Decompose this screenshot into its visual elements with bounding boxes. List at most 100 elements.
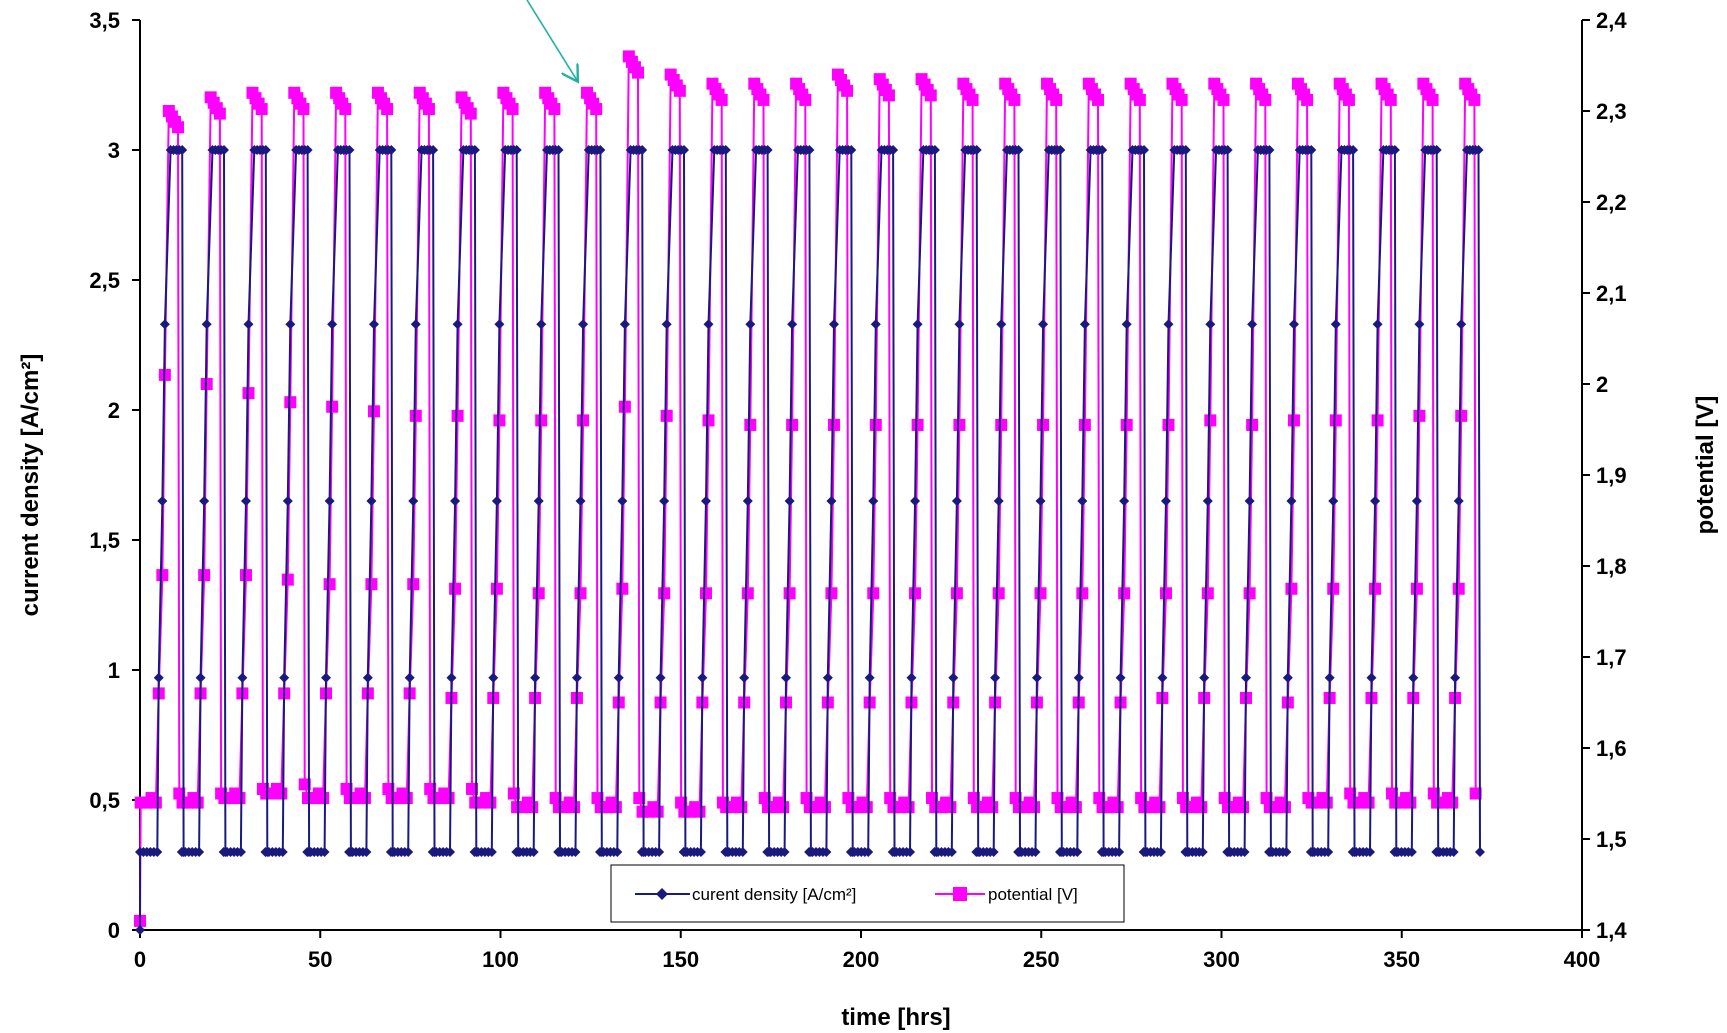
current-density-point (1055, 145, 1066, 155)
potential-point (1069, 801, 1082, 814)
potential-point (442, 792, 455, 805)
potential-point (1008, 93, 1021, 106)
current-density-point (868, 496, 879, 506)
potential-point (758, 792, 771, 805)
y-tick-label: 0 (108, 918, 120, 943)
potential-point (1176, 792, 1189, 805)
current-density-point (954, 319, 965, 330)
current-density-point (201, 319, 212, 330)
potential-point (1175, 93, 1188, 106)
potential-point (451, 409, 464, 422)
potential-point (1455, 409, 1468, 422)
current-density-point (408, 496, 419, 506)
x-tick-label: 400 (1564, 947, 1601, 972)
potential-point (1034, 587, 1047, 600)
current-density-point (1453, 496, 1464, 506)
potential-point (1204, 414, 1217, 427)
current-density-point (822, 672, 833, 683)
potential-point (233, 792, 246, 805)
current-density-point (366, 496, 377, 506)
current-density-point (1155, 847, 1166, 857)
potential-point (609, 801, 622, 814)
potential-point (298, 778, 311, 791)
potential-point (382, 782, 395, 795)
current-density-point (929, 145, 940, 155)
potential-point (909, 587, 922, 600)
current-density-point (1222, 145, 1233, 155)
potential-point (1426, 93, 1439, 106)
potential-point (953, 418, 966, 431)
potential-point (1028, 801, 1041, 814)
chart-axes: 0 50 100 150 200 250 300 350 400 0 0,5 1 1,5 2 2,5 3 3,5… (89, 8, 1627, 972)
current-density-point (1205, 319, 1216, 330)
y2-tick-label: 2,1 (1596, 281, 1627, 306)
current-density-point (695, 847, 706, 857)
current-density-point (1160, 496, 1171, 506)
potential-point (632, 66, 645, 79)
y-tick-label: 0,5 (89, 788, 120, 813)
potential-point (950, 587, 963, 600)
current-density-point (1077, 496, 1088, 506)
current-density-point (1456, 319, 1467, 330)
potential-point (699, 587, 712, 600)
current-density-point (1450, 672, 1461, 683)
potential-point (339, 103, 352, 116)
current-density-point (578, 319, 589, 330)
x-tick-label: 250 (1023, 947, 1060, 972)
current-density-point (469, 145, 480, 155)
current-density-point (1157, 672, 1168, 683)
current-density-point (488, 672, 499, 683)
y-tick-label: 1 (108, 658, 120, 683)
current-density-point (445, 847, 456, 857)
current-density-point (1372, 319, 1383, 330)
legend: curent density [A/cm²] potential [V] (610, 864, 1125, 923)
current-density-point (1030, 847, 1041, 857)
potential-point (800, 792, 813, 805)
current-density-point (368, 319, 379, 330)
potential-point (1404, 796, 1417, 809)
potential-point (827, 418, 840, 431)
current-density-point (654, 847, 665, 857)
potential-point (1320, 796, 1333, 809)
potential-point (1287, 414, 1300, 427)
current-density-point (1072, 847, 1083, 857)
current-density-series (135, 145, 1485, 935)
potential-point (422, 103, 435, 116)
legend-label-potential: potential [V] (988, 885, 1078, 904)
current-density-point (157, 496, 168, 506)
legend-label-current-density: curent density [A/cm²] (692, 885, 856, 904)
potential-point (786, 418, 799, 431)
current-density-point (821, 847, 832, 857)
y2-tick-label: 1,5 (1596, 827, 1627, 852)
potential-point (658, 587, 671, 600)
potential-point (464, 107, 477, 120)
potential-point (493, 414, 506, 427)
y-tick-label: 1,5 (89, 528, 120, 553)
current-density-point (1370, 496, 1381, 506)
x-tick-label: 350 (1383, 947, 1420, 972)
potential-point (577, 414, 590, 427)
potential-point (574, 587, 587, 600)
potential-point (1118, 587, 1131, 600)
current-density-point (361, 847, 372, 857)
potential-point (902, 801, 915, 814)
potential-point (825, 587, 838, 600)
current-density-point (781, 672, 792, 683)
potential-point (1301, 93, 1314, 106)
potential-point (275, 787, 288, 800)
potential-point (213, 107, 226, 120)
potential-point (1050, 93, 1063, 106)
potential-point (818, 801, 831, 814)
current-density-point (846, 145, 857, 155)
potential-point (1278, 801, 1291, 814)
potential-point (172, 121, 185, 134)
potential-point (777, 801, 790, 814)
potential-point (409, 409, 422, 422)
potential-line (139, 52, 1477, 921)
current-density-point (1281, 847, 1292, 857)
current-density-point (888, 145, 899, 155)
current-density-point (1414, 319, 1425, 330)
potential-point (284, 396, 297, 409)
legend-box (610, 864, 1125, 923)
potential-point (651, 805, 664, 818)
